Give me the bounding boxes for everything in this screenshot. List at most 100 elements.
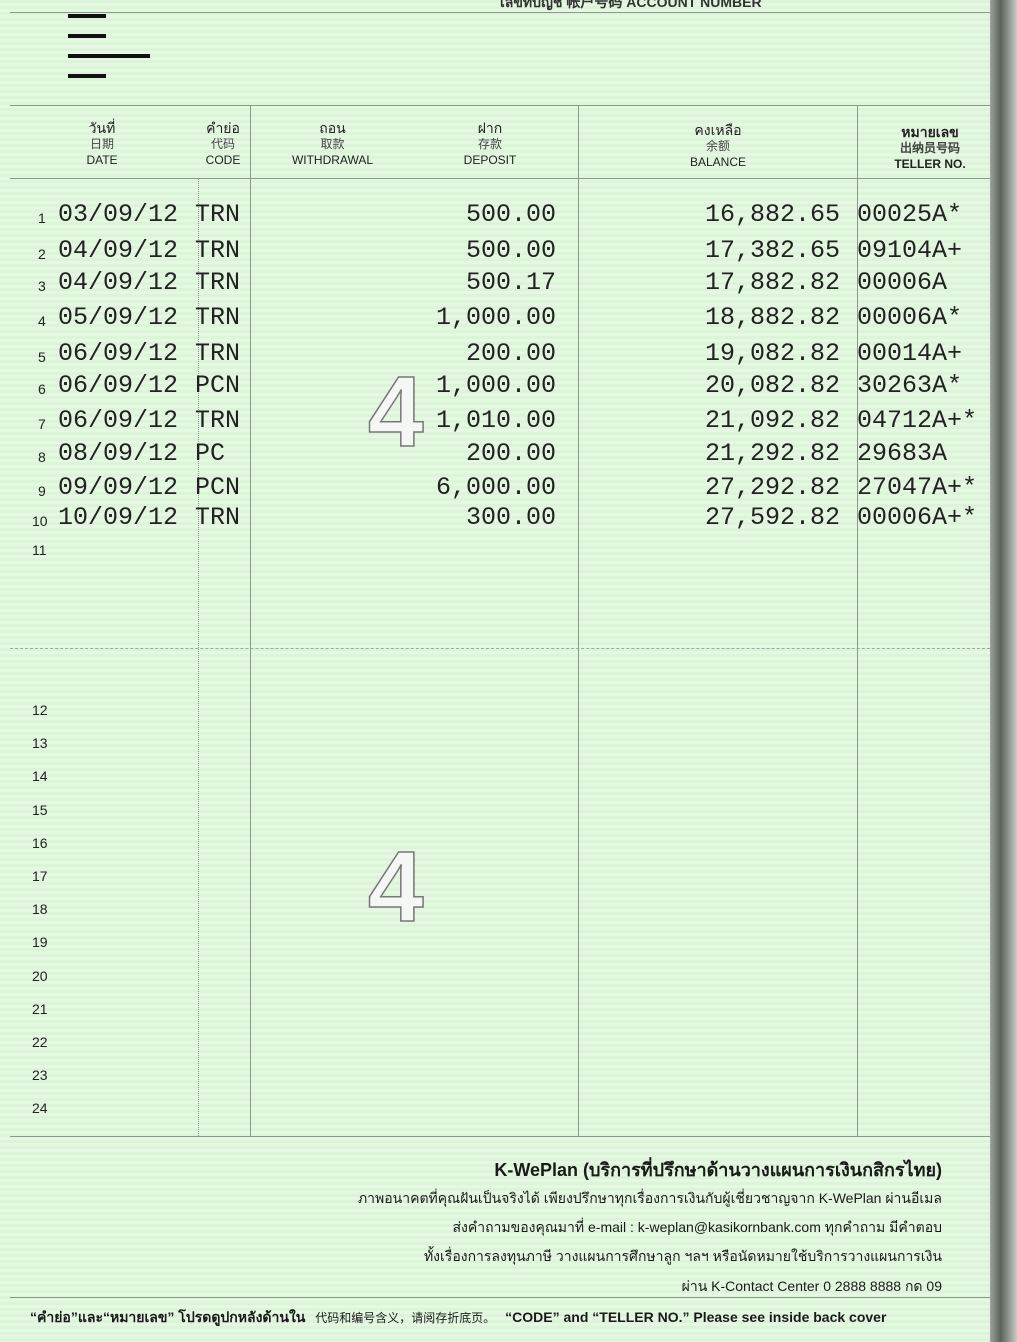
row-balance: 21,292.82 [704,439,840,468]
row-date: 06/09/12 [58,339,179,368]
row-number: 10 [32,513,48,529]
footer-line-4: ผ่าน K-Contact Center 0 2888 8888 กด 09 [681,1278,942,1294]
row-number: 13 [32,735,48,752]
row-teller: 09104A+ [857,236,963,265]
row-code: TRN [195,200,241,229]
footer-line-2: ส่งคำถามของคุณมาที่ e-mail : k-weplan@ka… [452,1219,942,1235]
row-code: TRN [195,236,241,265]
row-teller: 29683A [857,439,948,468]
row-deposit: 200.00 [465,339,556,368]
code-note-zh: 代码和编号含义，请阅存折底页。 [315,1311,496,1325]
row-deposit: 200.00 [465,439,556,468]
row-teller: 00006A+* [857,503,978,532]
row-number: 11 [32,542,47,558]
row-balance: 16,882.65 [704,200,840,229]
row-date: 03/09/12 [58,200,179,229]
passbook-page: เลขที่บัญชี 帐户号码 ACCOUNT NUMBER วันที่ 日期… [0,0,992,1342]
row-number: 9 [38,483,46,499]
row-deposit: 1,010.00 [435,406,556,435]
page-edge-shadow [990,0,1017,1342]
header-date: วันที่ 日期 DATE [86,120,118,167]
row-date: 05/09/12 [58,303,179,332]
row-deposit: 6,000.00 [435,473,556,502]
row-balance: 21,092.82 [704,406,840,435]
row-deposit: 1,000.00 [435,303,556,332]
row-number: 17 [32,868,48,884]
row-teller: 27047A+* [857,473,978,502]
account-number-label: เลขที่บัญชี 帐户号码 ACCOUNT NUMBER [500,0,762,10]
row-deposit: 300.00 [465,503,556,532]
marker-bar [68,34,106,38]
row-date: 04/09/12 [58,268,179,297]
row-code: TRN [195,406,241,435]
row-teller: 00006A* [857,303,963,332]
row-teller: 30263A* [857,371,963,400]
header-deposit: ฝาก 存款 DEPOSIT [463,120,517,167]
row-code: TRN [195,339,241,368]
header-teller: หมายเลข 出纳员号码 TELLER NO. [894,124,966,171]
column-divider [250,105,251,1136]
row-teller: 04712A+* [857,406,978,435]
row-code: PCN [195,371,241,400]
header-code: คำย่อ 代码 CODE [205,120,241,167]
header-balance: คงเหลือ 余额 BALANCE [689,122,747,169]
row-number: 24 [32,1100,48,1117]
page-number-watermark: 4 [367,830,424,944]
marker-bar [68,74,106,78]
row-number: 18 [32,901,48,918]
row-number: 1 [38,210,46,226]
row-date: 06/09/12 [58,371,179,400]
row-number: 20 [32,967,48,984]
column-divider [578,105,579,1136]
table-bottom-line [10,1136,990,1137]
footer-title: K-WePlan (บริการที่ปรึกษาด้านวางแผนการเง… [494,1160,942,1180]
row-deposit: 1,000.00 [435,371,556,400]
footer-line [10,1297,990,1298]
row-balance: 20,082.82 [704,371,840,400]
row-number: 23 [32,1067,48,1084]
footer-line-1: ภาพอนาคตที่คุณฝันเป็นจริงได้ เพียงปรึกษา… [357,1190,942,1206]
row-date: 06/09/12 [58,406,179,435]
footer-line-3: ทั้งเรื่องการลงทุนภาษี วางแผนการศึกษาลูก… [423,1248,942,1264]
row-number: 8 [38,449,46,465]
row-number: 3 [38,278,46,294]
row-deposit: 500.00 [465,200,556,229]
row-number: 16 [32,834,48,851]
row-balance: 17,882.82 [704,268,840,297]
row-number: 22 [32,1034,48,1050]
row-number: 21 [32,1000,48,1017]
marker-bar [68,14,106,18]
row-balance: 17,382.65 [704,236,840,265]
row-number: 19 [32,934,48,951]
fold-line [10,648,990,649]
row-number: 6 [38,381,46,397]
row-teller: 00014A+ [857,339,963,368]
row-number: 12 [32,702,48,718]
header-bottom-line [10,178,990,179]
row-date: 04/09/12 [58,236,179,265]
column-divider [198,178,199,1136]
row-number: 2 [38,246,46,262]
row-code: PC [195,439,226,468]
row-number: 7 [38,416,46,432]
column-divider [857,105,858,1136]
row-balance: 18,882.82 [704,303,840,332]
row-code: TRN [195,303,241,332]
marker-bar [68,54,150,58]
row-deposit: 500.17 [465,268,556,297]
row-deposit: 500.00 [465,236,556,265]
row-balance: 19,082.82 [704,339,840,368]
row-date: 10/09/12 [58,503,179,532]
header-withdrawal: ถอน 取款 WITHDRAWAL [291,120,374,167]
row-number: 14 [32,768,48,785]
row-number: 4 [38,313,46,329]
row-balance: 27,292.82 [704,473,840,502]
row-teller: 00006A [857,268,948,297]
row-number: 15 [32,801,48,818]
row-date: 08/09/12 [58,439,179,468]
row-teller: 00025A* [857,200,963,229]
row-number: 5 [38,349,46,365]
table-top-line [10,105,990,106]
row-code: TRN [195,503,241,532]
row-code: PCN [195,473,241,502]
